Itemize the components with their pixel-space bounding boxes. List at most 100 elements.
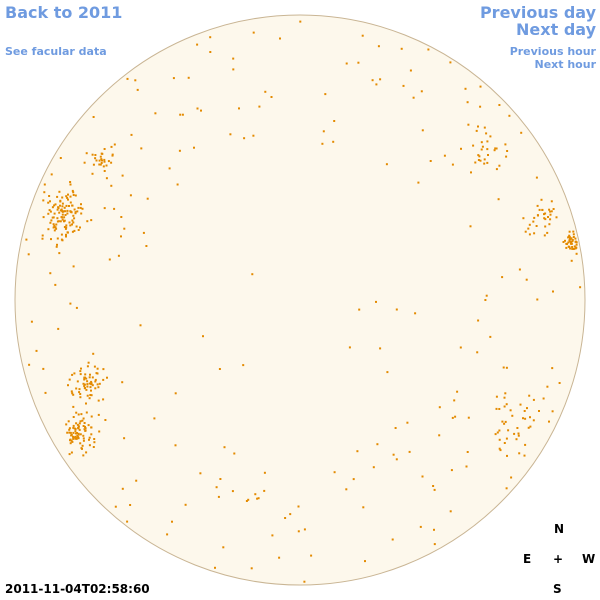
facula [72,221,75,224]
facula [499,449,502,452]
facula [72,424,75,427]
facula [49,210,52,213]
facula [73,217,76,220]
facula [532,220,535,223]
facula [72,393,75,396]
facula [98,163,101,166]
facula [129,504,132,506]
facula [548,223,551,226]
facula [544,218,547,221]
facula [142,231,145,234]
facula [395,458,398,461]
facula [84,376,86,379]
facula [66,196,69,199]
facula [541,209,544,211]
facula [108,258,111,261]
back-link[interactable]: Back to 2011 [5,3,123,22]
next-day-link[interactable]: Next day [516,20,596,39]
facula [522,417,524,420]
facula [498,104,501,106]
facula [483,162,486,165]
facula [94,157,97,160]
facula [443,154,446,157]
facula [408,450,411,453]
facula [505,437,508,440]
previous-hour-link[interactable]: Previous hour [509,45,596,58]
facula [196,43,199,46]
facula [569,247,572,250]
facula [498,438,501,441]
facula [535,176,538,179]
previous-day-link[interactable]: Previous day [479,3,596,22]
facula [529,416,531,419]
facula [58,211,61,214]
facula [41,237,44,240]
facula [85,451,88,454]
facula [134,79,137,82]
facula [68,453,71,456]
facula [470,171,472,174]
facula [90,389,92,392]
facula [574,247,577,250]
facular-data-link[interactable]: See facular data [5,45,107,58]
facula [72,437,75,440]
facula [505,155,508,158]
facula [94,380,97,383]
facula [502,366,505,369]
facula [377,45,380,48]
facula [386,371,389,374]
facula [484,299,487,301]
facula [153,417,156,420]
compass-south: S [553,582,562,596]
facula [100,152,103,155]
facula [506,454,508,457]
facula [385,163,388,166]
facula [41,234,44,237]
facula [25,238,28,241]
facula [451,416,454,419]
facula [76,423,79,426]
facula [333,120,336,122]
facula [85,402,87,405]
facula [62,210,65,213]
facula [509,409,512,412]
facula [88,444,91,447]
facula [88,438,90,441]
facula [72,435,74,438]
facula [66,431,69,434]
facula [202,335,204,338]
facula [65,233,67,236]
facula [67,198,69,201]
facula [63,206,66,209]
compass-north: N [554,522,565,536]
facula [498,408,501,410]
facula [475,129,478,132]
facula [64,214,67,216]
facula [223,446,226,449]
facula [548,208,551,211]
facula [88,382,91,385]
facula [129,194,132,197]
facula [100,158,103,161]
facula [575,252,578,255]
facula [79,206,82,209]
facula [69,431,72,434]
facula [233,452,236,455]
facula [75,306,78,309]
facula [90,433,93,436]
facula [85,152,88,155]
facula [105,164,108,167]
facula [90,426,93,429]
facula [97,399,100,402]
facula [77,436,80,439]
facula [495,395,498,398]
next-hour-link[interactable]: Next hour [534,58,597,71]
facula [71,189,74,192]
facula [57,206,60,209]
facula [49,200,51,203]
facula [126,520,129,523]
facula [43,191,46,194]
facula [357,61,360,64]
facula [549,213,552,216]
